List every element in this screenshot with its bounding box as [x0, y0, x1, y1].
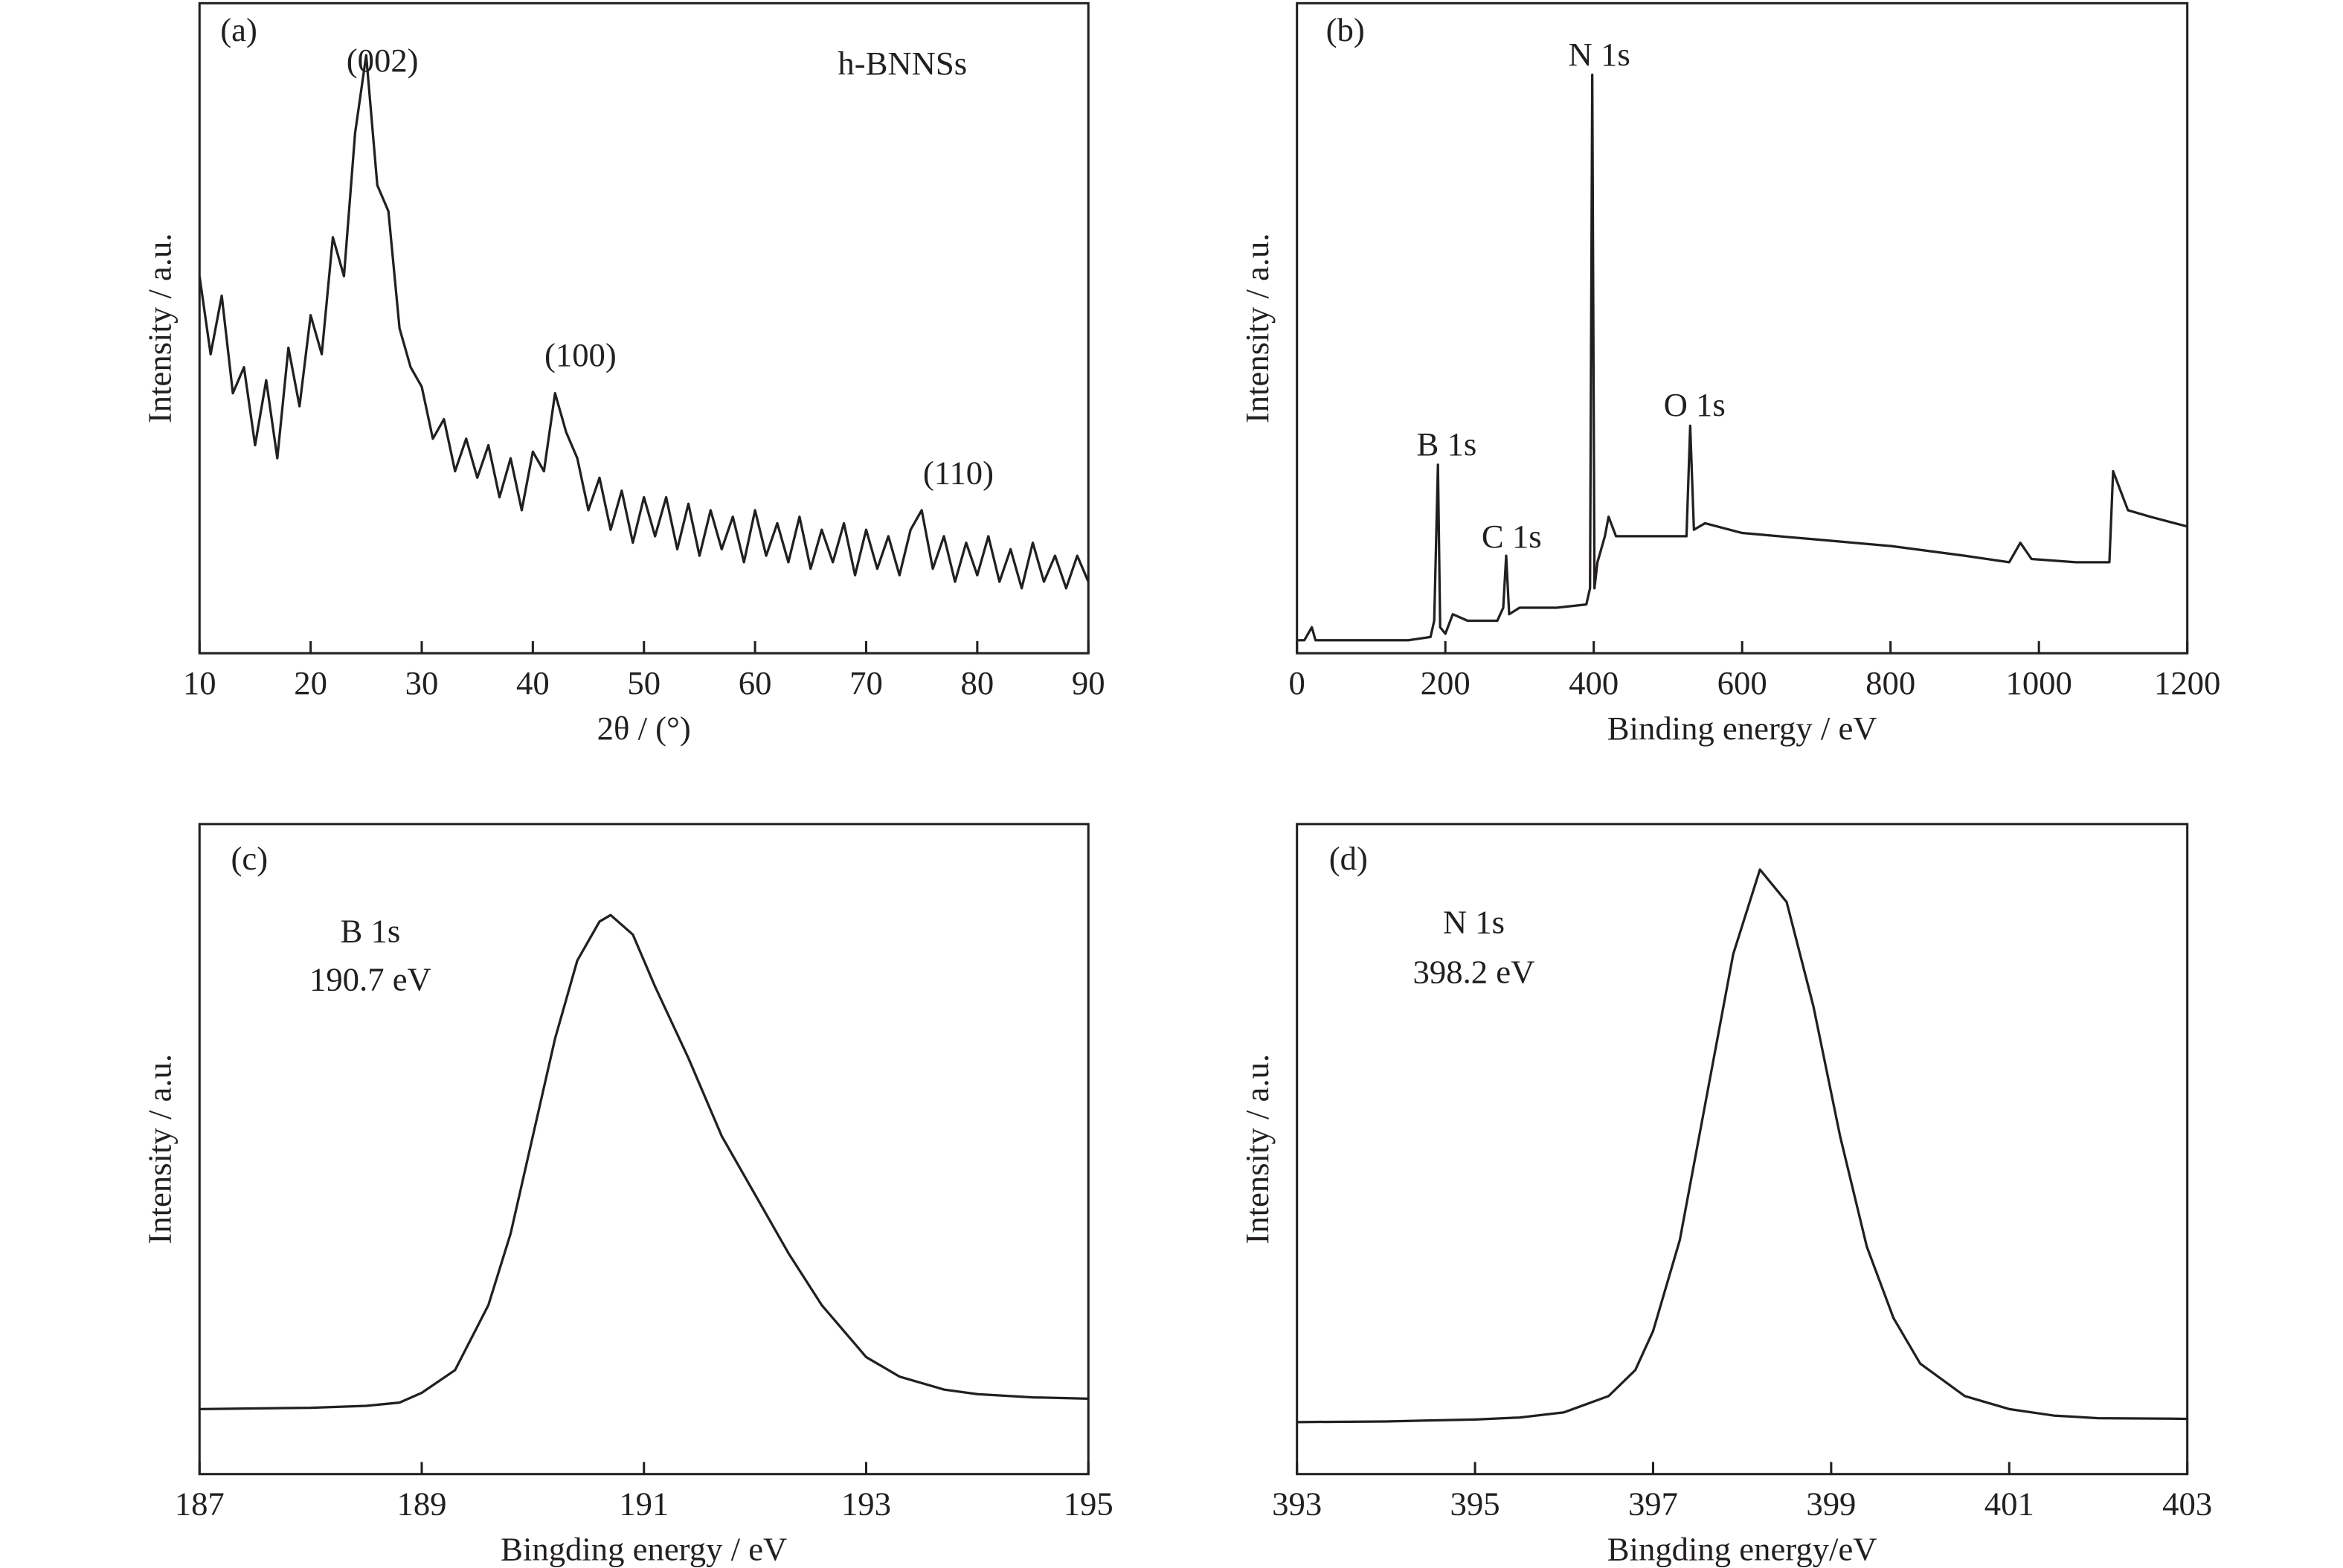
- plot-frame: [1296, 1, 2189, 655]
- x-tick-label: 399: [1806, 1485, 1856, 1523]
- data-line: [1296, 868, 2188, 1424]
- x-tick-label: 90: [1072, 664, 1105, 701]
- x-axis-label: Binding energy / eV: [1607, 710, 1877, 747]
- annotation: 398.2 eV: [1413, 953, 1535, 990]
- x-tick-label: 395: [1450, 1485, 1500, 1523]
- x-tick-label: 40: [516, 664, 550, 701]
- x-tick-label: 80: [961, 664, 994, 701]
- x-tick-label: 1200: [2154, 664, 2220, 701]
- plot-frame: [1296, 823, 2189, 1476]
- panel-label: (d): [1329, 840, 1368, 877]
- x-tick-label: 397: [1628, 1485, 1678, 1523]
- annotation: B 1s: [341, 912, 401, 949]
- x-axis-label: Bingding energy/eV: [1607, 1531, 1877, 1568]
- annotation: N 1s: [1569, 36, 1630, 73]
- annotation: (002): [347, 42, 419, 79]
- x-axis-label: Bingding energy / eV: [501, 1531, 787, 1568]
- x-axis-label: 2θ / (°): [597, 710, 691, 747]
- x-tick-label: 30: [405, 664, 439, 701]
- plot-frame: [198, 1, 1090, 655]
- y-axis-label: Intensity / a.u.: [1238, 1054, 1276, 1244]
- annotation: O 1s: [1664, 386, 1726, 423]
- y-axis-label: Intensity / a.u.: [141, 233, 179, 423]
- annotation: h-BNNSs: [838, 45, 967, 82]
- annotation: (100): [544, 336, 617, 373]
- x-tick-label: 189: [396, 1485, 446, 1523]
- x-tick-label: 393: [1272, 1485, 1322, 1523]
- panel-label: (a): [220, 11, 257, 48]
- x-tick-label: 50: [627, 664, 661, 701]
- y-axis-label: Intensity / a.u.: [1238, 233, 1276, 423]
- plot-frame: [198, 823, 1090, 1476]
- annotation: (110): [923, 454, 994, 492]
- x-tick-label: 800: [1865, 664, 1915, 701]
- x-tick-label: 200: [1421, 664, 1471, 701]
- x-tick-label: 20: [294, 664, 327, 701]
- data-line: [198, 54, 1090, 590]
- data-line: [1296, 73, 2188, 642]
- x-tick-label: 401: [1984, 1485, 2034, 1523]
- annotation: N 1s: [1443, 903, 1505, 940]
- x-tick-label: 1000: [2005, 664, 2072, 701]
- x-tick-label: 403: [2162, 1485, 2212, 1523]
- x-tick-label: 60: [739, 664, 772, 701]
- panel-label: (c): [231, 840, 269, 877]
- x-tick-label: 400: [1569, 664, 1619, 701]
- x-tick-label: 600: [1717, 664, 1767, 701]
- x-tick-label: 193: [841, 1485, 891, 1523]
- annotation: B 1s: [1417, 425, 1477, 463]
- x-tick-label: 0: [1289, 664, 1305, 701]
- data-line: [199, 913, 1089, 1410]
- annotation: 190.7 eV: [309, 961, 431, 998]
- panel-label: (b): [1326, 11, 1365, 48]
- x-tick-label: 191: [619, 1485, 669, 1523]
- x-tick-label: 195: [1064, 1485, 1113, 1523]
- x-tick-label: 187: [175, 1485, 225, 1523]
- y-axis-label: Intensity / a.u.: [141, 1054, 179, 1244]
- x-tick-label: 10: [183, 664, 216, 701]
- x-tick-label: 70: [849, 664, 883, 701]
- annotation: C 1s: [1482, 518, 1542, 555]
